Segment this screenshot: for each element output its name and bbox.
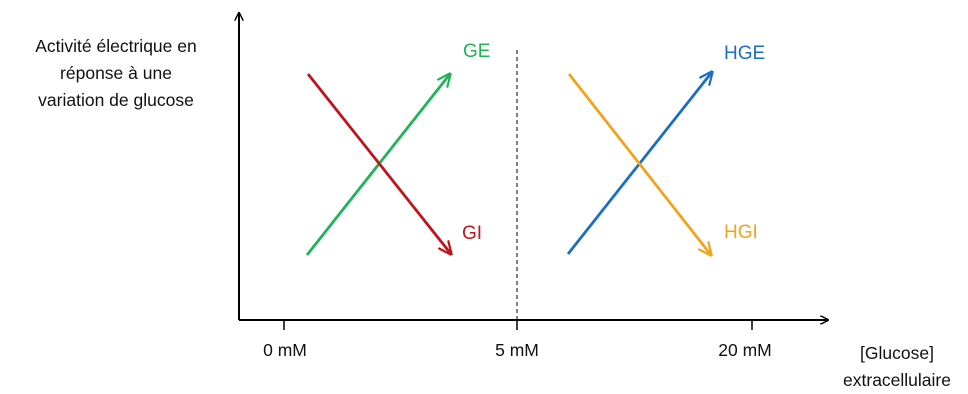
x-axis-label-line-2: extracellulaire [843,370,951,390]
label-ge: GE [463,41,490,62]
x-axis-label-line-1: [Glucose] [860,343,934,363]
tick-label-20mm: 20 mM [718,340,771,360]
label-hge: HGE [724,43,765,64]
tick-label-5mm: 5 mM [495,340,539,360]
y-axis-label-line-1: Activité électrique en [35,36,197,56]
y-axis-label-line-2: réponse à une [60,63,172,83]
label-hgi: HGI [724,222,758,243]
arrow-hgi [567,73,711,255]
y-axis-label-line-3: variation de glucose [38,90,194,110]
y-axis-label: Activité électrique en réponse à une var… [0,33,232,114]
tick-label-0mm: 0 mM [263,340,307,360]
x-axis-label: [Glucose] extracellulaire [826,340,968,394]
arrow-gi [306,73,451,254]
label-gi: GI [462,223,482,244]
